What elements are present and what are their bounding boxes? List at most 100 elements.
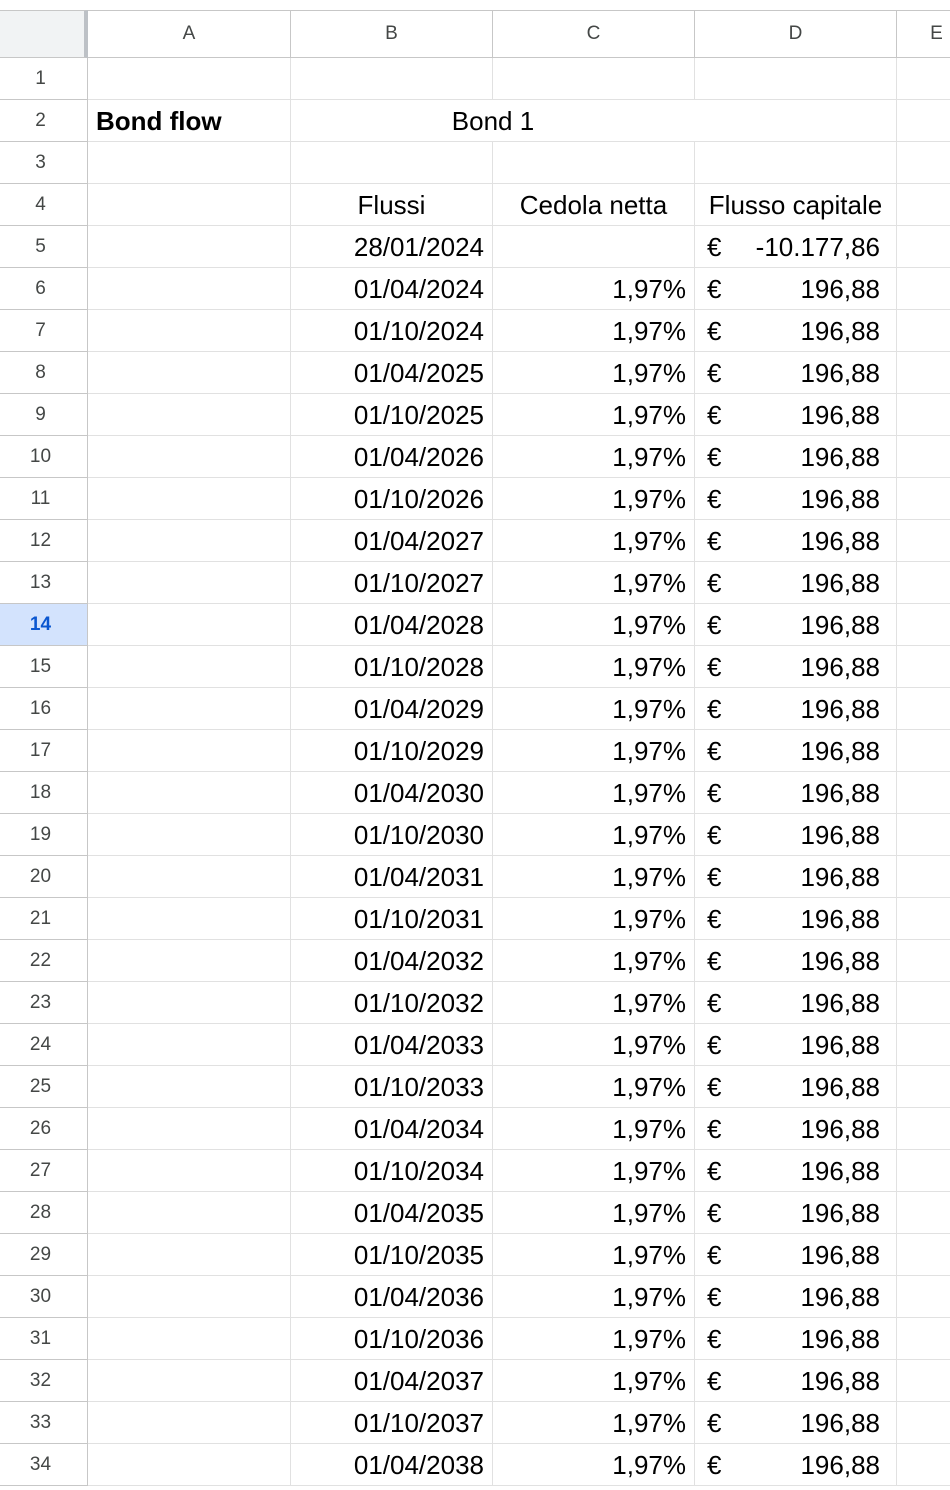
cell-e[interactable] <box>897 1276 950 1318</box>
cell-e[interactable] <box>897 1360 950 1402</box>
row-header[interactable]: 23 <box>0 982 88 1024</box>
row-header[interactable]: 34 <box>0 1444 88 1486</box>
cell-c[interactable]: 1,97% <box>493 520 695 562</box>
cell-c[interactable]: 1,97% <box>493 730 695 772</box>
cell-a[interactable] <box>88 478 291 520</box>
cell-e[interactable] <box>897 436 950 478</box>
cell-d[interactable]: €196,88 <box>695 646 897 688</box>
cell-e[interactable] <box>897 520 950 562</box>
cell-b[interactable]: 01/10/2036 <box>291 1318 493 1360</box>
cell-e[interactable] <box>897 226 950 268</box>
row-header[interactable]: 17 <box>0 730 88 772</box>
cell-a[interactable] <box>88 142 291 184</box>
cell-b[interactable]: 01/10/2024 <box>291 310 493 352</box>
cell-c[interactable]: 1,97% <box>493 394 695 436</box>
cell-a[interactable] <box>88 310 291 352</box>
cell-e[interactable] <box>897 730 950 772</box>
row-header[interactable]: 15 <box>0 646 88 688</box>
cell-e[interactable] <box>897 940 950 982</box>
cell-c[interactable]: 1,97% <box>493 604 695 646</box>
cell-d[interactable]: €196,88 <box>695 1192 897 1234</box>
row-header[interactable]: 8 <box>0 352 88 394</box>
cell-d[interactable]: €196,88 <box>695 1150 897 1192</box>
cell-a[interactable] <box>88 394 291 436</box>
cell-a[interactable]: Bond flow <box>88 100 291 142</box>
cell-b[interactable]: 01/10/2026 <box>291 478 493 520</box>
cell-b[interactable]: 01/04/2027 <box>291 520 493 562</box>
cell-e[interactable] <box>897 268 950 310</box>
cell-c[interactable]: 1,97% <box>493 1066 695 1108</box>
select-all-corner[interactable] <box>0 10 88 58</box>
cell-d[interactable]: Flusso capitale <box>695 184 897 226</box>
cell-b[interactable]: 01/10/2032 <box>291 982 493 1024</box>
cell-c[interactable]: 1,97% <box>493 1444 695 1486</box>
row-header[interactable]: 32 <box>0 1360 88 1402</box>
cell-c[interactable]: 1,97% <box>493 310 695 352</box>
cell-c[interactable] <box>493 226 695 268</box>
cell-a[interactable] <box>88 1192 291 1234</box>
cell-b[interactable]: 01/10/2037 <box>291 1402 493 1444</box>
cell-b[interactable]: Flussi <box>291 184 493 226</box>
cell-b[interactable]: 01/04/2032 <box>291 940 493 982</box>
cell-e[interactable] <box>897 646 950 688</box>
cell-d[interactable]: €196,88 <box>695 940 897 982</box>
cell-e[interactable] <box>897 856 950 898</box>
cell-e[interactable] <box>897 772 950 814</box>
cell-a[interactable] <box>88 1150 291 1192</box>
cell-d[interactable]: €196,88 <box>695 856 897 898</box>
cell-d[interactable]: €196,88 <box>695 1234 897 1276</box>
cell-c[interactable]: 1,97% <box>493 562 695 604</box>
cell-a[interactable] <box>88 352 291 394</box>
cell-c[interactable]: 1,97% <box>493 856 695 898</box>
cell-c[interactable]: 1,97% <box>493 1192 695 1234</box>
cell-d[interactable]: €196,88 <box>695 352 897 394</box>
cell-e[interactable] <box>897 1234 950 1276</box>
cell-a[interactable] <box>88 646 291 688</box>
cell-d[interactable]: €196,88 <box>695 1360 897 1402</box>
cell-b[interactable]: 01/04/2031 <box>291 856 493 898</box>
row-header[interactable]: 21 <box>0 898 88 940</box>
cell-a[interactable] <box>88 226 291 268</box>
cell-b[interactable]: 01/04/2028 <box>291 604 493 646</box>
cell-b[interactable]: Bond 1 <box>291 100 695 142</box>
cell-a[interactable] <box>88 688 291 730</box>
column-header-c[interactable]: C <box>493 10 695 58</box>
row-header[interactable]: 14 <box>0 604 88 646</box>
cell-e[interactable] <box>897 394 950 436</box>
cell-b[interactable]: 01/10/2030 <box>291 814 493 856</box>
cell-d[interactable] <box>695 100 897 142</box>
cell-c[interactable]: 1,97% <box>493 1108 695 1150</box>
cell-d[interactable]: €196,88 <box>695 394 897 436</box>
cell-a[interactable] <box>88 814 291 856</box>
cell-e[interactable] <box>897 688 950 730</box>
row-header[interactable]: 26 <box>0 1108 88 1150</box>
row-header[interactable]: 2 <box>0 100 88 142</box>
cell-e[interactable] <box>897 184 950 226</box>
cell-e[interactable] <box>897 1066 950 1108</box>
column-header-a[interactable]: A <box>88 10 291 58</box>
cell-b[interactable]: 01/04/2025 <box>291 352 493 394</box>
cell-b[interactable]: 01/10/2028 <box>291 646 493 688</box>
cell-e[interactable] <box>897 1192 950 1234</box>
cell-c[interactable]: 1,97% <box>493 772 695 814</box>
cell-a[interactable] <box>88 520 291 562</box>
cell-c[interactable]: 1,97% <box>493 1318 695 1360</box>
cell-d[interactable]: €196,88 <box>695 898 897 940</box>
cell-a[interactable] <box>88 1444 291 1486</box>
cell-d[interactable]: €196,88 <box>695 1276 897 1318</box>
cell-a[interactable] <box>88 898 291 940</box>
cell-b[interactable]: 01/10/2034 <box>291 1150 493 1192</box>
row-header[interactable]: 13 <box>0 562 88 604</box>
cell-e[interactable] <box>897 1024 950 1066</box>
cell-a[interactable] <box>88 1234 291 1276</box>
cell-b[interactable]: 01/10/2031 <box>291 898 493 940</box>
cell-c[interactable] <box>493 142 695 184</box>
cell-b[interactable] <box>291 142 493 184</box>
row-header[interactable]: 33 <box>0 1402 88 1444</box>
cell-d[interactable]: € -10.177,86 <box>695 226 897 268</box>
row-header[interactable]: 18 <box>0 772 88 814</box>
cell-d[interactable]: €196,88 <box>695 562 897 604</box>
cell-d[interactable]: €196,88 <box>695 1024 897 1066</box>
row-header[interactable]: 10 <box>0 436 88 478</box>
